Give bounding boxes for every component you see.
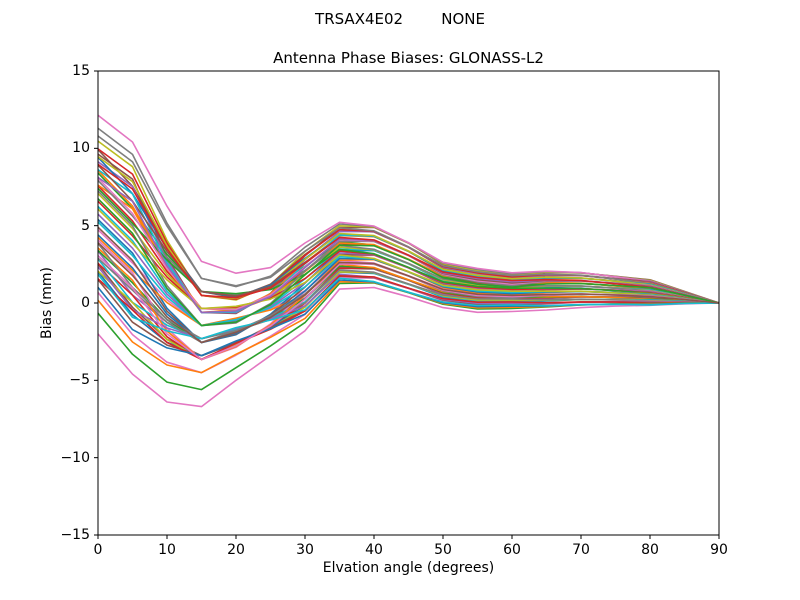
x-tick-label: 90 [710, 542, 728, 558]
chart-suptitle: TRSAX4E02 NONE [315, 10, 485, 28]
y-tick-label: 0 [81, 295, 90, 311]
y-tick-label: 15 [72, 63, 90, 79]
y-tick-label: −5 [69, 372, 90, 389]
x-tick-label: 20 [227, 542, 245, 558]
bias-line [97, 198, 720, 327]
x-tick-label: 80 [641, 542, 659, 558]
x-tick-label: 0 [93, 542, 103, 558]
x-tick-label: 70 [572, 542, 590, 558]
x-tick-label: 10 [158, 542, 176, 558]
bias-line [97, 205, 720, 327]
bias-line [97, 273, 720, 340]
x-tick-label: 50 [434, 542, 452, 558]
x-tick-label: 60 [503, 542, 521, 558]
bias-line [97, 213, 720, 327]
bias-line [97, 221, 720, 327]
y-tick-label: 10 [72, 140, 90, 157]
x-tick-label: 30 [296, 542, 314, 558]
bias-line [97, 114, 720, 304]
bias-line [97, 135, 720, 304]
y-tick-label: −15 [60, 527, 90, 543]
y-tick-label: 5 [81, 217, 90, 234]
bias-line [97, 286, 720, 408]
bias-line [97, 242, 720, 344]
chart-title: Antenna Phase Biases: GLONASS-L2 [273, 49, 544, 67]
bias-line [97, 163, 720, 304]
x-tick-label: 40 [365, 542, 383, 558]
y-tick-label: −10 [60, 449, 90, 466]
x-axis-label: Elvation angle (degrees) [322, 560, 495, 576]
bias-line [97, 208, 720, 310]
y-axis-label: Bias (mm) [39, 266, 55, 340]
